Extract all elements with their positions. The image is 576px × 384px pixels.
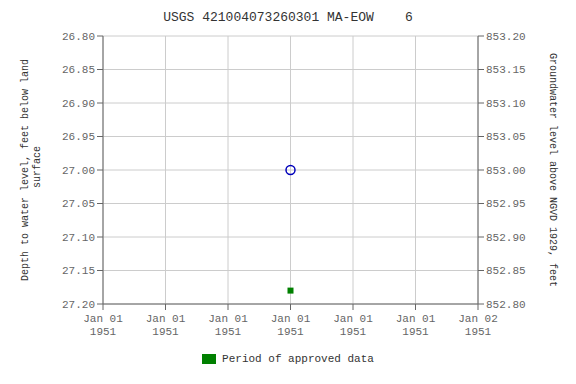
svg-text:Jan 011951: Jan 011951: [396, 313, 436, 338]
svg-text:Jan 011951: Jan 011951: [333, 313, 373, 338]
svg-text:852.85: 852.85: [486, 265, 526, 277]
svg-text:853.00: 853.00: [486, 165, 526, 177]
svg-text:27.00: 27.00: [62, 165, 95, 177]
svg-text:853.20: 853.20: [486, 31, 526, 43]
svg-text:Jan 021951: Jan 021951: [458, 313, 498, 338]
svg-text:27.05: 27.05: [62, 198, 95, 210]
svg-text:852.90: 852.90: [486, 232, 526, 244]
html-text:USGS 421004073260301 MA-EOW 6: USGS 421004073260301 MA-EOW 6: [163, 10, 413, 25]
svg-text:26.85: 26.85: [62, 64, 95, 76]
svg-text:26.95: 26.95: [62, 131, 95, 143]
svg-text:Jan 011951: Jan 011951: [271, 313, 311, 338]
svg-text:Jan 011951: Jan 011951: [208, 313, 248, 338]
svg-text:852.95: 852.95: [486, 198, 526, 210]
svg-text:853.05: 853.05: [486, 131, 526, 143]
svg-text:853.15: 853.15: [486, 64, 526, 76]
svg-text:26.80: 26.80: [62, 31, 95, 43]
svg-text:27.15: 27.15: [62, 265, 95, 277]
svg-text:Jan 011951: Jan 011951: [83, 313, 123, 338]
svg-text:27.10: 27.10: [62, 232, 95, 244]
svg-text:26.90: 26.90: [62, 98, 95, 110]
svg-text:27.20: 27.20: [62, 299, 95, 311]
svg-text:Jan 011951: Jan 011951: [146, 313, 186, 338]
svg-text:853.10: 853.10: [486, 98, 526, 110]
svg-text:852.80: 852.80: [486, 299, 526, 311]
svg-text:Depth to water level, feet bel: Depth to water level, feet below land su…: [20, 59, 43, 281]
svg-text:Groundwater level above NGVD 1: Groundwater level above NGVD 1929, feet: [547, 53, 558, 287]
html-text:Period of approved data: Period of approved data: [222, 353, 374, 365]
